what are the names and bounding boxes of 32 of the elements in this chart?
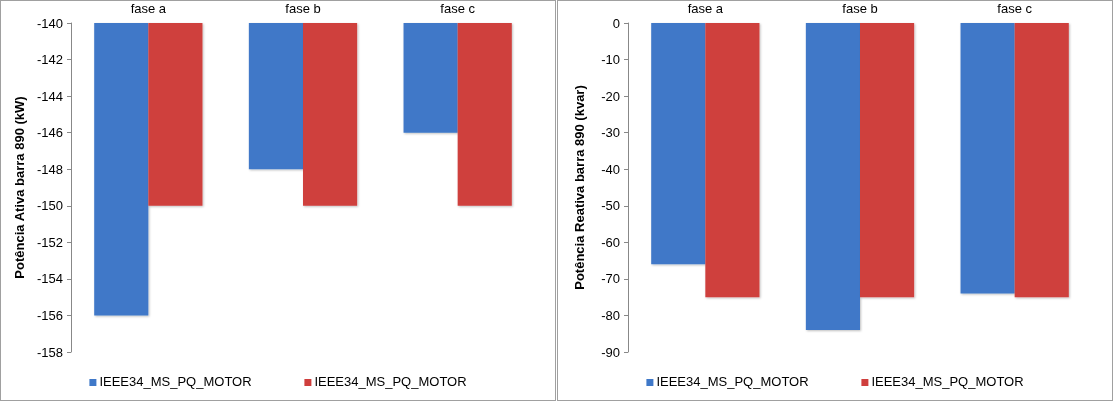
y-tick-label: -140 <box>36 15 63 31</box>
y-tick-label: -142 <box>36 52 63 68</box>
y-tick-label: -10 <box>601 52 620 68</box>
y-tick-label: -20 <box>601 88 620 104</box>
y-tick-label: -156 <box>36 307 63 323</box>
y-tick-label: -148 <box>36 161 63 177</box>
legend-label: IEEE34_MS_PQ_MOTOR <box>314 374 467 389</box>
y-tick-label: -158 <box>36 344 63 360</box>
y-tick-label: -144 <box>36 88 63 104</box>
legend-label: IEEE34_MS_PQ_MOTOR <box>871 374 1024 389</box>
x-tick-label: fase b <box>285 1 321 16</box>
y-tick-label: -154 <box>36 271 63 287</box>
x-tick-label: fase b <box>842 1 878 16</box>
x-tick-label: fase c <box>997 1 1033 16</box>
y-tick-label: -30 <box>601 125 620 141</box>
y-axis-title: Potência Reativa barra 890 (kvar) <box>572 85 587 290</box>
y-axis-title: Potência Ativa barra 890 (kW) <box>12 96 28 279</box>
x-tick-label: fase a <box>687 1 724 16</box>
legend-label: IEEE34_MS_PQ_MOTOR <box>99 374 252 389</box>
y-tick-label: -90 <box>601 344 620 360</box>
legend-label: IEEE34_MS_PQ_MOTOR <box>656 374 809 389</box>
y-tick-label: -70 <box>601 271 620 287</box>
x-tick-label: fase a <box>130 1 167 16</box>
y-tick-label: -152 <box>36 234 63 250</box>
y-tick-label: -40 <box>601 161 620 177</box>
x-tick-label: fase c <box>440 1 476 16</box>
y-tick-label: -50 <box>601 198 620 214</box>
y-tick-label: -150 <box>36 198 63 214</box>
y-tick-label: -146 <box>36 125 63 141</box>
y-tick-label: 0 <box>612 15 620 31</box>
y-tick-label: -60 <box>601 234 620 250</box>
y-tick-label: -80 <box>601 307 620 323</box>
